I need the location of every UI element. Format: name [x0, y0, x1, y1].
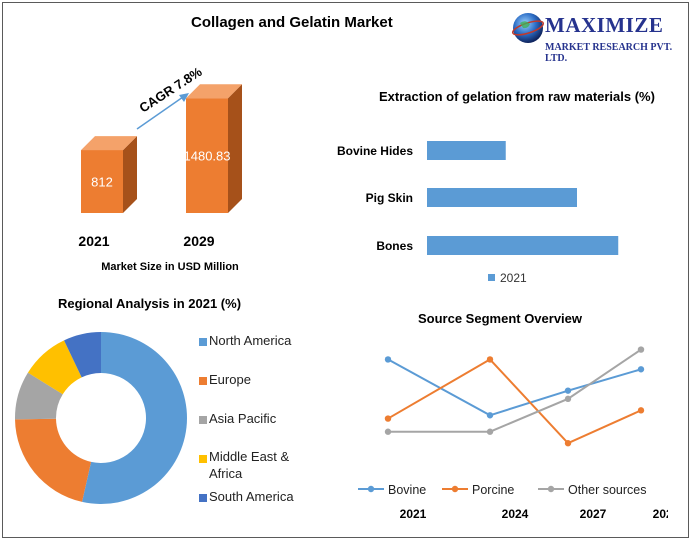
donut-slice-1 [15, 418, 92, 502]
source-segment-chart: Bovine Porcine Other sources 2021 2024 2027 20… [358, 346, 668, 521]
globe-icon [511, 13, 545, 43]
data-point [564, 395, 572, 403]
column-top-2021 [81, 136, 137, 151]
category-label: Bones [376, 239, 413, 253]
cagr-arrow-head [179, 93, 189, 102]
legend-swatch [199, 338, 207, 346]
donut-slice-4 [64, 332, 101, 378]
logo-brand: MAXIMIZE [545, 13, 664, 37]
cagr-arrow-line [136, 96, 184, 130]
column-side-2029 [228, 84, 242, 213]
legend-label: Asia Pacific [209, 411, 277, 426]
company-logo: MAXIMIZE MARKET RESEARCH PVT. LTD. [511, 11, 691, 64]
legend-swatch [199, 416, 207, 424]
chart-caption: Market Size in USD Million [101, 261, 239, 273]
data-point [564, 387, 572, 394]
data-point [637, 407, 645, 414]
donut-slice-2 [15, 372, 63, 420]
legend-swatch [199, 455, 207, 463]
data-point [384, 415, 392, 422]
legend-swatch [199, 377, 207, 385]
source-segment-title: Source Segment Overview [418, 311, 583, 326]
legend-marker-2 [547, 485, 555, 493]
data-point [384, 428, 392, 435]
x-tick-label: 2029 [653, 507, 668, 521]
raw-materials-chart: Bovine Hides Pig Skin Bones 2021 [337, 141, 619, 285]
donut-slice-3 [27, 340, 82, 395]
regional-donut-chart [15, 332, 188, 504]
regional-title: Regional Analysis in 2021 (%) [58, 296, 242, 311]
legend-swatch [488, 274, 495, 281]
legend-label: South America [209, 489, 294, 504]
category-label: Bovine Hides [337, 144, 413, 158]
logo-tagline: MARKET RESEARCH PVT. LTD. [545, 42, 673, 64]
data-point [486, 428, 494, 435]
page-title: Collagen and Gelatin Market [191, 14, 393, 31]
data-point [637, 366, 645, 373]
column-side-2021 [123, 136, 137, 213]
column-top-2029 [186, 84, 242, 99]
donut-slice-0 [82, 332, 188, 504]
legend-swatch [199, 494, 207, 502]
legend-label: North America [209, 333, 292, 348]
column-2021 [81, 150, 123, 213]
x-tick-label: 2021 [400, 507, 427, 521]
legend-label: Middle East & Africa [209, 449, 290, 481]
legend-marker-0 [367, 485, 375, 493]
category-label: Pig Skin [366, 191, 413, 205]
legend-marker-1 [451, 485, 459, 493]
column-value-label: 1480.83 [184, 149, 231, 164]
market-size-chart: 812 2021 1480.83 2029 Market Size in USD Mil… [78, 64, 242, 273]
x-tick-label: 2027 [580, 507, 607, 521]
legend-label: Bovine [388, 483, 426, 497]
legend-label: Other sources [568, 483, 647, 497]
data-point [486, 412, 494, 419]
column-2029 [186, 98, 228, 213]
column-value-label: 812 [91, 175, 113, 190]
x-tick-label: 2021 [78, 233, 109, 249]
x-tick-label: 2029 [183, 233, 214, 249]
legend-label: Europe [209, 372, 251, 387]
legend-label: 2021 [500, 271, 527, 285]
bar-1 [427, 188, 577, 207]
x-tick-label: 2024 [502, 507, 529, 521]
series-line-0 [387, 358, 642, 417]
bar-0 [427, 141, 506, 160]
series-line-1 [387, 358, 642, 445]
series-line-2 [388, 348, 642, 433]
raw-materials-title: Extraction of gelation from raw material… [379, 89, 655, 104]
data-point [637, 346, 645, 353]
bar-2 [427, 236, 619, 255]
data-point [564, 440, 572, 447]
data-point [384, 356, 392, 363]
data-point [486, 356, 494, 363]
legend-label: Porcine [472, 483, 514, 497]
